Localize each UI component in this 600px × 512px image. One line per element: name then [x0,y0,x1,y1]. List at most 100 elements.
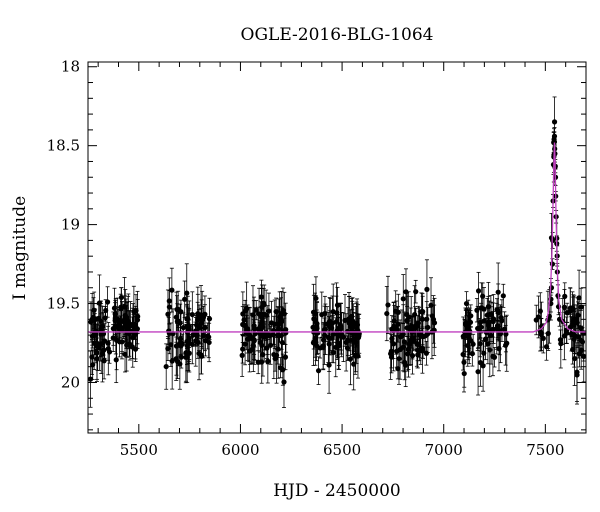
data-point [113,357,119,363]
data-point [281,379,287,385]
y-tick-label: 18.5 [47,137,80,155]
data-point [570,346,576,353]
data-point [195,311,201,317]
data-point [488,311,494,317]
data-point [240,346,246,352]
data-point [315,330,321,336]
data-point [413,323,419,329]
data-point [198,353,205,359]
data-point [261,311,267,318]
data-point [540,335,546,341]
data-point [240,311,246,317]
data-point [255,359,261,365]
y-axis-label: I magnitude [10,196,30,300]
data-point [255,326,261,332]
data-point [135,313,141,320]
data-point [538,330,544,336]
x-tick-label: 5500 [120,441,158,459]
data-point [419,316,426,322]
data-point [463,300,470,307]
data-point [122,312,128,319]
data-point [468,338,474,344]
plot-frame [87,61,587,434]
data-point [320,344,326,350]
data-point [247,348,253,354]
data-point [315,368,322,374]
data-point [578,325,584,331]
data-point [283,330,289,336]
data-point [184,290,190,296]
data-point [402,359,408,366]
data-point [102,338,108,344]
data-point [344,345,351,351]
data-point [282,354,289,360]
data-point [129,328,135,334]
data-point [329,335,335,341]
data-point [404,317,410,323]
data-point [549,261,556,267]
data-point [111,305,118,311]
y-tick-label: 19.5 [47,295,80,313]
data-point [461,359,467,365]
data-point [325,334,331,341]
data-point [548,285,555,291]
data-point [182,296,188,302]
data-point [268,320,275,326]
data-point [481,350,487,356]
data-point [166,298,172,304]
y-tick-label: 19 [61,216,80,234]
data-point [118,304,124,310]
data-point [352,352,358,358]
data-point [277,314,283,320]
plot-area: 5500 6000 6500 7000 7500 18 18.5 19 19.5 20 [47,58,587,459]
data-point [206,316,213,322]
data-point [424,286,430,292]
data-point [463,320,469,326]
data-point [576,295,582,301]
data-point [165,345,171,352]
data-point [189,311,195,318]
data-point [314,321,320,327]
data-point [394,348,400,354]
data-point [116,318,122,324]
data-point [551,119,558,125]
data-point [557,337,564,343]
data-point [567,324,573,330]
data-point [347,356,354,362]
data-point [478,305,484,311]
data-point [177,361,183,367]
data-point [335,340,341,346]
data-point [346,318,352,325]
data-point [258,294,265,300]
data-point [178,309,184,315]
data-point [400,296,406,302]
data-point [253,307,259,313]
data-point [562,293,568,299]
data-point [409,352,416,359]
data-point [92,317,98,323]
data-point [186,338,192,344]
data-point [393,325,399,331]
data-point [104,299,111,305]
data-point [112,315,118,321]
data-point [561,333,567,339]
data-point [491,354,498,360]
y-tick-label: 18 [61,58,80,76]
data-point [119,339,125,345]
data-point [260,352,266,358]
data-point [572,355,578,362]
data-point [275,332,281,338]
data-point [102,315,108,321]
data-point [349,322,355,329]
x-tick-label: 7000 [425,441,463,459]
data-point [491,316,497,322]
data-layer [88,96,586,409]
data-point [533,317,539,323]
data-point [574,372,580,378]
data-point [245,336,251,342]
data-point [400,331,406,337]
data-point [480,293,486,299]
data-point [277,365,284,371]
data-point [312,335,318,342]
data-point [461,332,468,338]
